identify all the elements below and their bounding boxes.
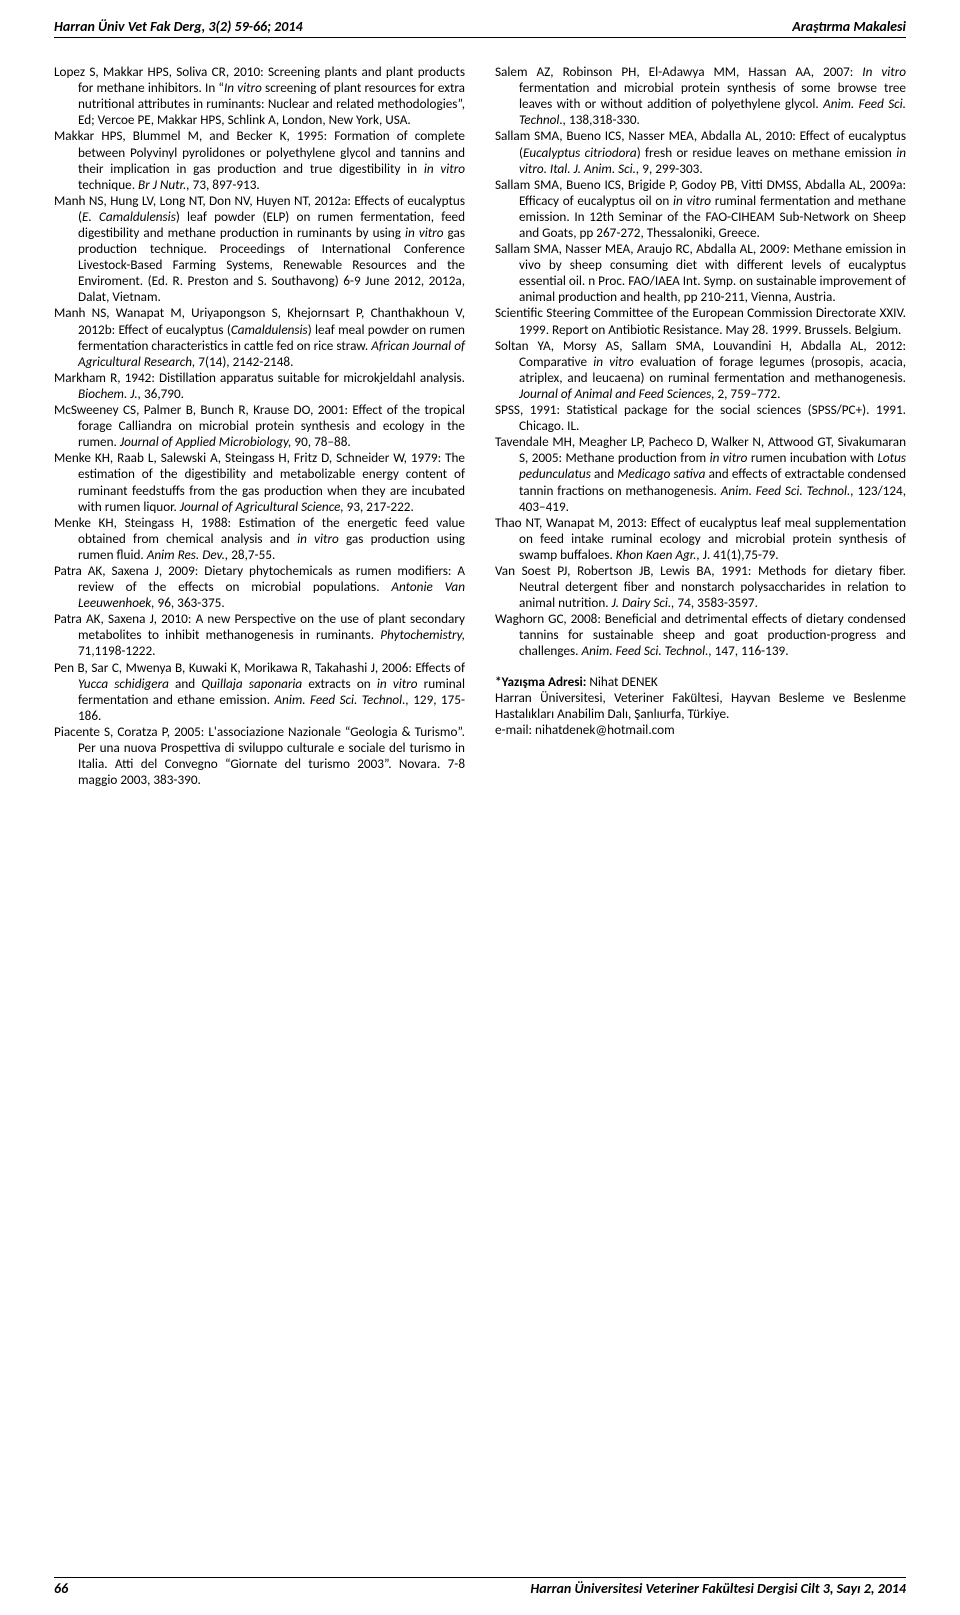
reference-entry: Patra AK, Saxena J, 2010: A new Perspect… xyxy=(54,611,465,659)
reference-entry: Tavendale MH, Meagher LP, Pacheco D, Wal… xyxy=(495,434,906,514)
reference-entry: Pen B, Sar C, Mwenya B, Kuwaki K, Morika… xyxy=(54,660,465,724)
page-footer: 66 Harran Üniversitesi Veteriner Fakülte… xyxy=(54,1577,906,1597)
correspondence-block: *Yazışma Adresi: Nihat DENEKHarran Ünive… xyxy=(495,674,906,738)
correspondence-name: Nihat DENEK xyxy=(589,673,657,690)
reference-entry: McSweeney CS, Palmer B, Bunch R, Krause … xyxy=(54,402,465,450)
reference-entry: Lopez S, Makkar HPS, Soliva CR, 2010: Sc… xyxy=(54,64,465,128)
reference-entry: Patra AK, Saxena J, 2009: Dietary phytoc… xyxy=(54,563,465,611)
reference-entry: Sallam SMA, Bueno ICS, Brigide P, Godoy … xyxy=(495,177,906,241)
reference-entry: Manh NS, Hung LV, Long NT, Don NV, Huyen… xyxy=(54,193,465,306)
correspondence-label: *Yazışma Adresi: xyxy=(495,673,586,690)
reference-entry: Sallam SMA, Nasser MEA, Araujo RC, Abdal… xyxy=(495,241,906,305)
footer-page-number: 66 xyxy=(54,1580,68,1597)
reference-entry: Menke KH, Raab L, Salewski A, Steingass … xyxy=(54,450,465,514)
reference-entry: Makkar HPS, Blummel M, and Becker K, 199… xyxy=(54,128,465,192)
correspondence-email: e-mail: nihatdenek@hotmail.com xyxy=(495,721,675,738)
reference-entry: Piacente S, Coratza P, 2005: L'associazi… xyxy=(54,724,465,788)
correspondence-affiliation: Harran Üniversitesi, Veteriner Fakültesi… xyxy=(495,689,906,722)
reference-entry: Waghorn GC, 2008: Beneficial and detrime… xyxy=(495,611,906,659)
header-article-type: Araştırma Makalesi xyxy=(792,18,906,35)
reference-entry: Sallam SMA, Bueno ICS, Nasser MEA, Abdal… xyxy=(495,128,906,176)
reference-entry: Thao NT, Wanapat M, 2013: Effect of euca… xyxy=(495,515,906,563)
reference-entry: Markham R, 1942: Distillation apparatus … xyxy=(54,370,465,402)
reference-entry: Soltan YA, Morsy AS, Sallam SMA, Louvand… xyxy=(495,338,906,402)
header-journal: Harran Üniv Vet Fak Derg, 3(2) 59-66; 20… xyxy=(54,18,303,35)
reference-entry: Van Soest PJ, Robertson JB, Lewis BA, 19… xyxy=(495,563,906,611)
reference-entry: SPSS, 1991: Statistical package for the … xyxy=(495,402,906,434)
reference-entry: Menke KH, Steingass H, 1988: Estimation … xyxy=(54,515,465,563)
references-columns: Lopez S, Makkar HPS, Soliva CR, 2010: Sc… xyxy=(54,64,906,788)
page-header: Harran Üniv Vet Fak Derg, 3(2) 59-66; 20… xyxy=(54,18,906,38)
reference-entry: Salem AZ, Robinson PH, El-Adawya MM, Has… xyxy=(495,64,906,128)
reference-entry: Scientific Steering Committee of the Eur… xyxy=(495,305,906,337)
footer-journal: Harran Üniversitesi Veteriner Fakültesi … xyxy=(530,1580,906,1597)
reference-entry: Manh NS, Wanapat M, Uriyapongson S, Khej… xyxy=(54,305,465,369)
